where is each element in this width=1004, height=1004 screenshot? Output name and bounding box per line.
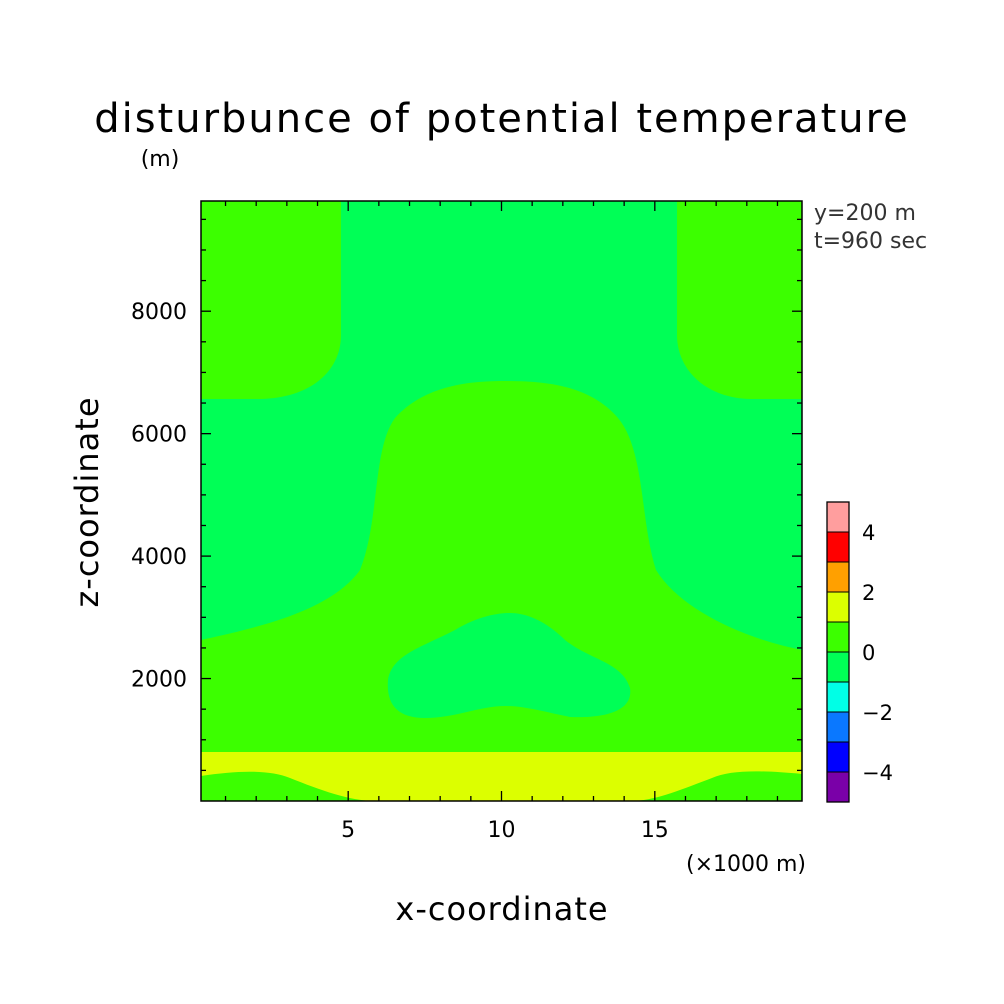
- colorbar-swatch: [826, 531, 850, 563]
- x-axis-label: x-coordinate: [395, 890, 608, 928]
- title-unit: (m): [141, 147, 180, 172]
- y-tick-label: 8000: [131, 300, 187, 325]
- colorbar-swatch: [826, 501, 850, 533]
- annotation-time: t=960 sec: [814, 229, 927, 254]
- plot-area: [200, 200, 803, 802]
- colorbar-swatch: [826, 591, 850, 623]
- y-tick-label: 2000: [131, 668, 187, 693]
- x-axis-unit: (×1000 m): [686, 852, 806, 877]
- chart-title: disturbunce of potential temperature: [94, 96, 910, 142]
- colorbar-swatch: [826, 771, 850, 803]
- contour-region-upper-right: [677, 201, 802, 399]
- tick-marks: [201, 201, 802, 801]
- x-tick-label: 15: [641, 818, 669, 843]
- colorbar-tick-label: 2: [862, 581, 875, 605]
- colorbar-swatch: [826, 651, 850, 683]
- colorbar-swatch: [826, 711, 850, 743]
- colorbar-swatch: [826, 741, 850, 773]
- contour-region-surface-band: [201, 752, 802, 801]
- colorbar: −4 −2 0 2 4: [826, 501, 893, 803]
- colorbar-tick-label: 0: [862, 641, 875, 665]
- contour-region-upper-left: [201, 201, 341, 399]
- x-tick-labels: 5 10 15: [341, 818, 669, 843]
- annotation-y-position: y=200 m: [814, 201, 916, 226]
- x-tick-label: 5: [341, 818, 355, 843]
- colorbar-tick-label: −4: [862, 761, 893, 785]
- y-tick-label: 6000: [131, 423, 187, 448]
- x-tick-label: 10: [488, 818, 516, 843]
- contour-region-lower-pocket: [387, 613, 631, 718]
- colorbar-frame: [826, 501, 850, 803]
- colorbar-swatch: [826, 621, 850, 653]
- colorbar-swatch: [826, 681, 850, 713]
- colorbar-tick-label: −2: [862, 701, 893, 725]
- y-tick-label: 4000: [131, 545, 187, 570]
- y-tick-labels: 2000 4000 6000 8000: [131, 300, 187, 692]
- contour-region-central: [201, 381, 802, 801]
- colorbar-tick-label: 4: [862, 521, 875, 545]
- y-axis-label: z-coordinate: [68, 396, 106, 607]
- colorbar-swatch: [826, 561, 850, 593]
